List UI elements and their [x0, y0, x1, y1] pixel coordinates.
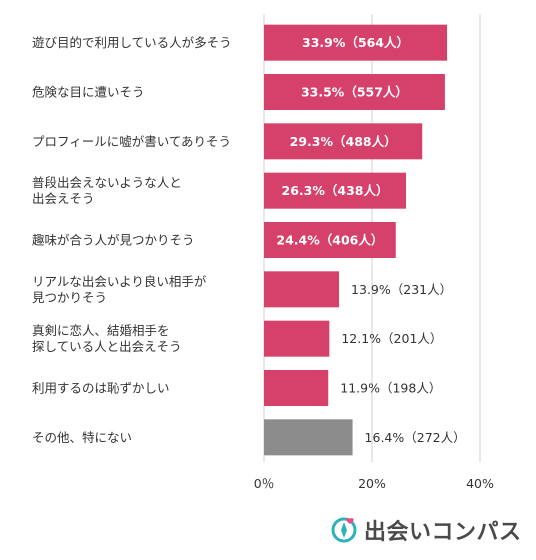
x-tick-label: 40% — [466, 476, 494, 491]
category-label: 見つかりそう — [32, 290, 107, 305]
bar — [264, 271, 340, 308]
bar-value-label: 26.3%（438人） — [282, 183, 389, 198]
bar-value-label: 33.5%（557人） — [301, 85, 408, 100]
category-label: その他、特にない — [32, 430, 132, 445]
brand-logo: 出会いコンパス — [330, 512, 522, 548]
bar-value-label: 13.9%（231人） — [351, 282, 452, 297]
bar — [264, 419, 353, 456]
compass-heart-icon — [331, 517, 357, 543]
category-labels: 遊び目的で利用している人が多そう危険な目に遭いそうプロフィールに嘘が書いてありそ… — [32, 35, 232, 445]
bar — [264, 222, 396, 258]
category-label: 出会えそう — [32, 191, 95, 206]
x-tick-label: 20% — [358, 476, 386, 491]
bar — [264, 24, 448, 61]
bar-chart: 33.9%（564人） 33.5%（557人） 29.3%（488人） 26.3%（4… — [32, 14, 494, 491]
category-label: 遊び目的で利用している人が多そう — [32, 35, 232, 50]
category-label: 探している人と出会えそう — [32, 339, 182, 354]
category-label: プロフィールに嘘が書いてありそう — [32, 134, 231, 149]
bar-value-label: 11.9%（198人） — [340, 381, 441, 396]
category-label: 趣味が合う人が見つかりそう — [32, 233, 195, 248]
category-label: リアルな出会いより良い相手が — [32, 274, 207, 289]
category-label: 危険な目に遭いそう — [32, 85, 145, 100]
bar-value-label: 24.4%（406人） — [276, 233, 383, 248]
bar — [264, 172, 407, 209]
bar-value-label: 12.1%（201人） — [341, 331, 442, 346]
bar-value-label: 33.9%（564人） — [302, 35, 409, 50]
x-axis-ticks: 0％ 20% 40% — [254, 476, 494, 491]
bar-value-label: 29.3%（488人） — [290, 134, 397, 149]
bar — [264, 74, 445, 110]
bar — [264, 370, 329, 406]
x-tick-label: 0％ — [254, 476, 274, 491]
bar — [264, 320, 330, 357]
category-label: 真剣に恋人、結婚相手を — [32, 323, 170, 338]
bar — [264, 123, 423, 160]
category-label: 普段出会えないような人と — [32, 175, 182, 190]
bar-value-label: 16.4%（272人） — [365, 430, 466, 445]
brand-name: 出会いコンパス — [364, 520, 522, 545]
bars-layer: 33.9%（564人） 33.5%（557人） 29.3%（488人） 26.3%（4… — [264, 24, 466, 456]
category-label: 利用するのは恥ずかしい — [32, 381, 170, 396]
